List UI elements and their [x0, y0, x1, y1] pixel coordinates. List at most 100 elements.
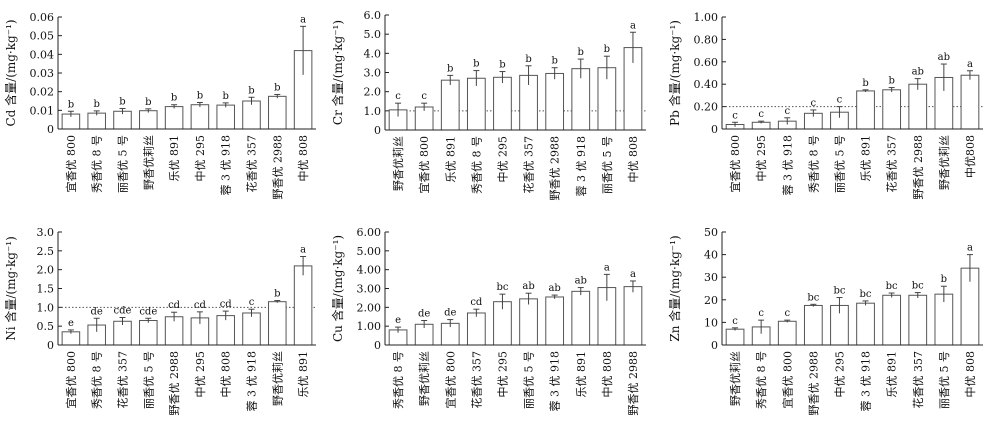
- significance-label: c: [784, 106, 790, 117]
- y-tick-label: 4.0: [364, 47, 382, 60]
- bar: [908, 83, 928, 130]
- category-label: 丽香优 5 号: [142, 351, 155, 409]
- category-label: 宜香优 800: [728, 135, 742, 193]
- bar: [803, 304, 823, 346]
- y-tick-label: 0.06: [30, 11, 55, 24]
- category-label: 丽香优 5 号: [601, 136, 614, 194]
- category-label: 野香优 2988: [271, 135, 284, 200]
- category-label: 中优 295: [833, 351, 846, 398]
- category-label: 中优 295: [194, 351, 207, 398]
- category-label: 乐优 891: [575, 351, 588, 398]
- y-axis-label: Ni 含量/(mg·kg⁻¹): [3, 236, 18, 341]
- bar: [466, 77, 486, 131]
- category-label: 中优 295: [496, 351, 509, 398]
- significance-label: a: [300, 14, 306, 25]
- category-label: 野香优 2988: [912, 135, 925, 200]
- bar: [268, 301, 287, 346]
- chart-panel-3: Pb 含量/(mg·kg⁻¹) 0 0.20 0.40 0.60 0.80 1.00 c 宜香优…: [667, 11, 983, 200]
- y-tick-label: 5.0: [364, 28, 382, 41]
- significance-label: b: [525, 54, 531, 65]
- significance-label: c: [784, 308, 790, 319]
- category-label: 中优 808: [220, 351, 233, 398]
- bar: [856, 90, 875, 130]
- category-label: 花香优 357: [470, 351, 483, 409]
- bar: [242, 100, 261, 130]
- y-tick-label: 1.0: [37, 301, 55, 314]
- bar: [164, 106, 184, 130]
- y-tick-label: 0: [47, 123, 54, 136]
- significance-label: bc: [912, 281, 924, 292]
- category-label: 野香优莉丝: [142, 135, 155, 190]
- category-label: 宜香优 800: [443, 351, 457, 409]
- y-tick-label: 0.05: [30, 30, 55, 43]
- chart-panel-5: Cu 含量/(mg·kg⁻¹) 0 1.00 2.00 3.00 4.00 5.00 6.00…: [330, 226, 646, 416]
- significance-label: b: [862, 78, 868, 89]
- category-label: 中优 808: [297, 135, 310, 182]
- significance-label: c: [732, 316, 738, 327]
- category-label: 中优 808: [627, 136, 640, 183]
- y-tick-label: 2.0: [364, 86, 382, 99]
- significance-label: c: [758, 109, 764, 120]
- y-tick-label: 0.01: [30, 104, 55, 117]
- bar: [242, 312, 261, 346]
- y-axis-label: Cr 含量/(mg·kg⁻¹): [330, 20, 345, 125]
- category-label: 蓉 3 优 918: [860, 351, 873, 411]
- significance-label: c: [421, 91, 427, 102]
- bar: [545, 296, 565, 346]
- category-label: 花香优 357: [117, 351, 130, 409]
- y-tick-label: 1.0: [364, 105, 382, 118]
- y-tick-label: 2.0: [37, 264, 55, 277]
- category-label: 丽香优 5 号: [833, 135, 846, 193]
- significance-label: c: [758, 308, 764, 319]
- category-label: 中优 295: [755, 135, 768, 182]
- significance-label: e: [68, 318, 74, 329]
- y-tick-label: 3.0: [364, 67, 382, 80]
- significance-label: c: [395, 91, 401, 102]
- category-label: 野香优 2988: [168, 351, 181, 416]
- category-label: 乐优 891: [886, 351, 899, 398]
- bar: [725, 328, 745, 346]
- y-tick-label: 0.5: [37, 320, 55, 333]
- category-label: 野香优莉丝: [271, 351, 284, 406]
- significance-label: bc: [886, 281, 898, 292]
- bar: [87, 112, 106, 130]
- significance-label: cd: [220, 299, 233, 310]
- significance-label: b: [941, 274, 947, 285]
- significance-label: b: [578, 47, 584, 58]
- significance-label: b: [551, 56, 557, 67]
- category-label: 花香优 357: [912, 351, 925, 409]
- significance-label: a: [967, 59, 973, 70]
- y-tick-label: 0: [374, 124, 381, 137]
- significance-label: b: [274, 289, 280, 300]
- significance-label: b: [274, 82, 280, 93]
- significance-label: ab: [912, 67, 924, 78]
- category-label: 乐优 891: [860, 135, 873, 182]
- category-label: 宜香优 800: [64, 135, 78, 193]
- category-label: 野香优莉丝: [729, 351, 742, 406]
- y-tick-label: 1.00: [694, 11, 719, 24]
- y-tick-label: 2.5: [37, 245, 55, 258]
- bar: [882, 89, 902, 130]
- category-label: 中优 295: [194, 135, 207, 182]
- significance-label: a: [967, 243, 973, 254]
- bar: [777, 320, 797, 346]
- significance-label: b: [93, 99, 99, 110]
- y-axis-label: Cd 含量/(mg·kg⁻¹): [3, 19, 18, 126]
- significance-label: bc: [496, 282, 508, 293]
- significance-label: cd: [194, 300, 207, 311]
- chart-panel-4: Ni 含量/(mg·kg⁻¹) 0 0.5 1.0 1.5 2.0 2.5 3.0 e 宜香优 8…: [3, 226, 316, 416]
- significance-label: de: [418, 309, 430, 320]
- category-label: 秀香优 8 号: [470, 136, 483, 194]
- significance-label: bc: [833, 286, 845, 297]
- bar: [960, 74, 980, 130]
- category-label: 中优 295: [496, 136, 509, 183]
- category-label: 秀香优 8 号: [91, 135, 104, 193]
- significance-label: cd: [168, 300, 181, 311]
- chart-panel-2: Cr 含量/(mg·kg⁻¹) 0 1.0 2.0 3.0 4.0 5.0 6.0 c 野香优莉丝…: [330, 9, 646, 201]
- y-tick-label: 0.60: [694, 56, 719, 69]
- significance-label: cde: [114, 306, 132, 317]
- y-tick-label: 6.0: [364, 9, 382, 22]
- significance-label: de: [444, 308, 456, 319]
- significance-label: e: [395, 315, 401, 326]
- significance-label: b: [473, 59, 479, 70]
